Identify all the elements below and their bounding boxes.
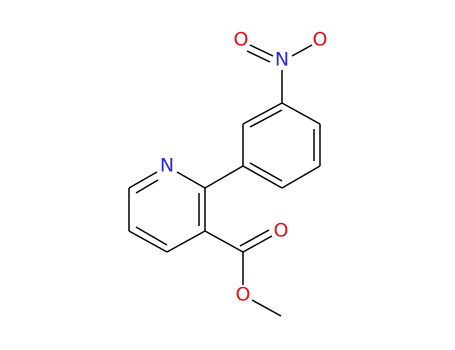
atom-label: O — [236, 284, 251, 306]
atom-label: O — [313, 29, 328, 51]
atom-label: N — [160, 155, 174, 177]
bonds — [128, 44, 321, 317]
atom-label: N — [275, 49, 289, 71]
atom-label: O — [274, 220, 289, 242]
atom-label: O — [234, 29, 249, 51]
